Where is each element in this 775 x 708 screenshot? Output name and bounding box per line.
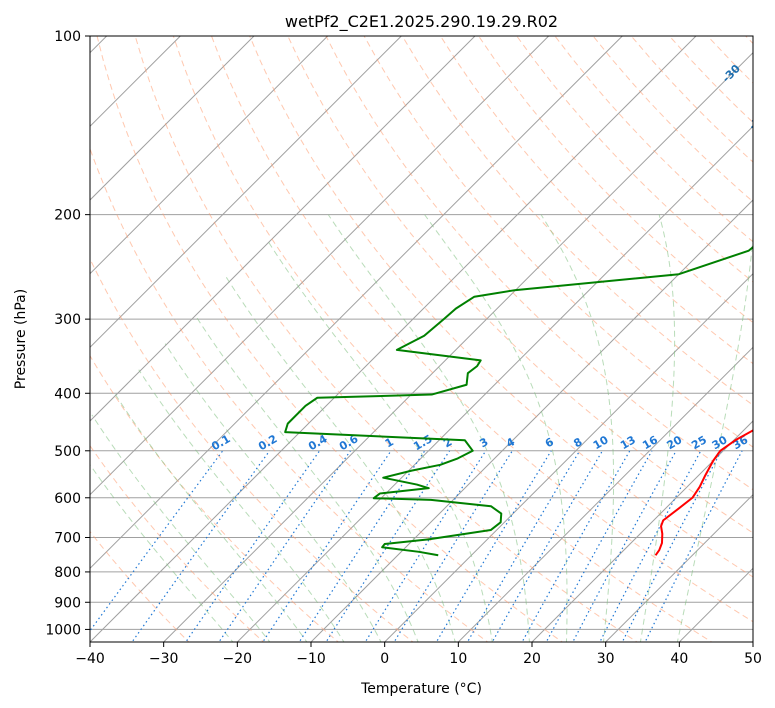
x-tick-label: 50 (744, 651, 762, 667)
dry-adiabat-line (90, 257, 414, 642)
mixing-ratio-line (218, 450, 351, 642)
background-lines (90, 36, 753, 642)
plot-frame (89, 35, 754, 643)
mixing-ratio-line (298, 450, 426, 642)
mixing-ratio-line (364, 450, 487, 642)
moist-adiabat-line (540, 214, 615, 642)
y-tick-label: 500 (54, 444, 81, 460)
x-tick-label: −40 (75, 651, 105, 667)
y-tick-label: 400 (54, 386, 81, 402)
dry-adiabat-line (134, 36, 638, 642)
dry-adiabat-line (211, 36, 753, 623)
moist-adiabat-line (194, 314, 419, 642)
x-tick-label: −10 (296, 651, 326, 667)
dry-adiabat-line (287, 36, 753, 534)
moist-adiabat-line (266, 238, 493, 642)
mixing-ratio-line (521, 450, 631, 642)
dry-adiabat-line (96, 36, 564, 642)
dry-adiabat-line (172, 36, 713, 642)
isotherm-line (90, 36, 255, 201)
y-tick-label: 300 (54, 312, 81, 328)
y-tick-label: 200 (54, 208, 81, 224)
x-tick-label: 10 (449, 651, 467, 667)
temperature-profile (654, 429, 753, 556)
dry-adiabat-line (440, 36, 753, 365)
x-tick-label: 40 (670, 651, 688, 667)
isotherm-line (90, 36, 550, 496)
moist-adiabat-line (138, 369, 345, 642)
axis-ticks: −40 −30 −20 −10 0 10 20 30 40 50 100 200 300 400 500 60… (45, 29, 762, 667)
y-tick-label: 900 (54, 595, 81, 611)
isotherm-line (531, 420, 753, 642)
x-tick-label: −30 (149, 651, 179, 667)
moist-adiabat-line (225, 276, 456, 642)
y-tick-label: 600 (54, 491, 81, 507)
dry-adiabat-line (363, 36, 753, 448)
y-axis-label: Pressure (hPa) (13, 289, 29, 389)
moist-adiabat-line (114, 393, 308, 642)
dry-adiabat-line (90, 354, 339, 642)
moist-adiabat-line (164, 343, 382, 642)
plot-area (90, 36, 753, 642)
x-tick-label: 20 (523, 651, 541, 667)
isotherm-line (384, 272, 753, 642)
dry-adiabat-line (90, 444, 265, 642)
isotherm-line (457, 346, 753, 642)
isotherm-line (163, 51, 753, 642)
mixing-ratio-line (393, 450, 513, 642)
y-tick-label: 700 (54, 531, 81, 547)
mixing-ratio-line (90, 450, 224, 632)
mixing-ratio-line (466, 450, 581, 642)
profile-lines (284, 245, 753, 557)
isotherm-line (236, 125, 753, 642)
x-tick-label: 0 (380, 651, 389, 667)
isotherm-line (90, 36, 697, 642)
isotherm-line (90, 36, 623, 570)
y-tick-label: 1000 (45, 622, 81, 638)
isotherm-line (90, 36, 476, 422)
moist-adiabat-line (91, 414, 271, 642)
moist-adiabat-line (639, 214, 676, 642)
mixing-ratio-line (262, 450, 392, 642)
isotherm-line (90, 36, 329, 275)
x-tick-label: 30 (597, 651, 615, 667)
isotherm-line (605, 493, 753, 642)
chart-title: wetPf2_C2E1.2025.290.19.29.R02 (285, 12, 558, 32)
isotherm-label: -20 (746, 109, 769, 132)
dry-adiabat-line (325, 36, 753, 491)
mixing-ratio-line (325, 450, 451, 642)
isotherm-line (90, 36, 402, 349)
dry-adiabat-line (249, 36, 753, 578)
y-tick-label: 800 (54, 565, 81, 581)
x-tick-label: −20 (223, 651, 253, 667)
dewpoint-profile (284, 245, 753, 557)
mixing-ratio-line (435, 450, 552, 642)
dry-adiabat-line (478, 36, 753, 324)
mixing-ratio-line (491, 450, 603, 642)
mixing-ratio-line (644, 450, 743, 642)
moist-adiabat-line (424, 214, 568, 642)
moist-adiabat-line (90, 463, 234, 642)
y-tick-label: 100 (54, 29, 81, 45)
x-axis-label: Temperature (°C) (360, 681, 482, 697)
